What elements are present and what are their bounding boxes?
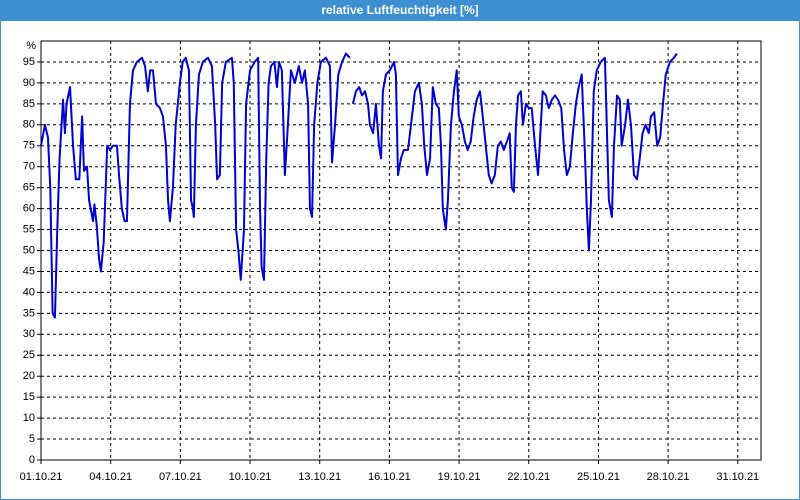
y-tick-label: 30 [23, 328, 35, 340]
y-tick-label: 85 [23, 98, 35, 110]
y-tick-label: 70 [23, 161, 35, 173]
y-tick-label: 40 [23, 286, 35, 298]
y-tick-label: 75 [23, 140, 35, 152]
y-axis-label: % [26, 40, 36, 52]
x-tick-label: 16.10.21 [368, 471, 411, 483]
y-tick-label: 25 [23, 349, 35, 361]
x-tick-label: 19.10.21 [438, 471, 481, 483]
y-tick-label: 50 [23, 244, 35, 256]
x-tick-label: 31.10.21 [716, 471, 759, 483]
x-tick-label: 01.10.21 [20, 471, 63, 483]
x-tick-label: 25.10.21 [577, 471, 620, 483]
y-tick-label: 60 [23, 203, 35, 215]
y-tick-label: 35 [23, 307, 35, 319]
x-tick-label: 13.10.21 [298, 471, 341, 483]
data-line [40, 52, 678, 319]
title-bar [0, 0, 800, 21]
y-tick-label: 10 [23, 412, 35, 424]
plot-border [40, 40, 762, 461]
y-tick-label: 0 [29, 454, 35, 466]
y-tick-label: 65 [23, 182, 35, 194]
y-tick-label: 45 [23, 265, 35, 277]
x-tick-label: 28.10.21 [647, 471, 690, 483]
y-tick-label: 95 [23, 56, 35, 68]
y-tick-label: 80 [23, 119, 35, 131]
y-tick-label: 55 [23, 223, 35, 235]
y-tick-label: 90 [23, 77, 35, 89]
y-tick-label: 5 [29, 433, 35, 445]
x-tick-label: 22.10.21 [507, 471, 550, 483]
x-tick-label: 07.10.21 [159, 471, 202, 483]
y-tick-label: 15 [23, 391, 35, 403]
y-tick-label: 20 [23, 370, 35, 382]
x-tick-label: 04.10.21 [89, 471, 132, 483]
chart-title: relative Luftfeuchtigkeit [%] [321, 3, 478, 17]
x-tick-label: 10.10.21 [229, 471, 272, 483]
